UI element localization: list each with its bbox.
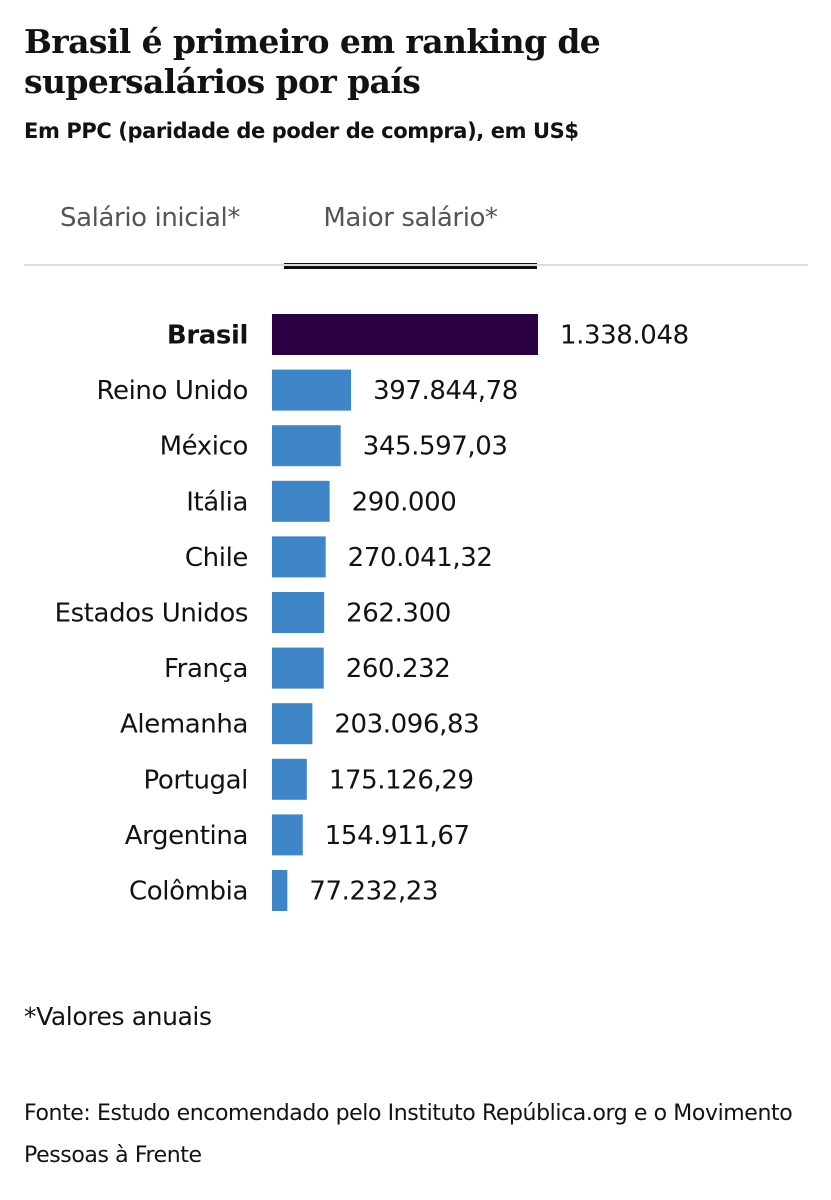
tab-bar: Salário inicial* Maior salário* [24,170,808,269]
value-label: 397.844,78 [373,376,518,406]
value-label: 1.338.048 [560,321,689,351]
bar [272,703,313,745]
bar [272,536,326,578]
value-label: 262.300 [346,599,451,629]
chart-title: Brasil é primeiro em ranking de supersal… [24,22,601,101]
bar [272,647,324,689]
bar [272,314,538,355]
value-label: 154.911,67 [325,821,470,851]
bar-chart: Brasil 1.338.048 Reino Unido 397.844,78 Méxi… [55,314,689,911]
value-label: 260.232 [346,654,451,684]
category-label: Brasil [167,321,248,351]
tab-divider [24,264,808,266]
category-label: França [164,654,248,684]
bar [272,814,303,856]
tab-maior-salario[interactable]: Maior salário* [284,170,537,269]
category-label: Chile [185,543,248,573]
tab-salario-inicial[interactable]: Salário inicial* [60,202,240,233]
category-label: Alemanha [120,710,248,740]
bar [272,758,307,800]
value-label: 290.000 [352,487,457,517]
category-label: Argentina [125,821,248,851]
category-label: Estados Unidos [55,599,248,629]
source-note: Fonte: Estudo encomendado pelo Instituto… [24,1101,793,1168]
category-label: Reino Unido [96,376,248,406]
bar [272,870,288,911]
footnote: *Valores anuais [24,1002,212,1031]
value-label: 345.597,03 [363,432,508,462]
bar [272,480,330,522]
category-label: Itália [186,487,248,517]
bar [272,425,341,467]
category-label: Portugal [144,765,248,795]
value-label: 175.126,29 [329,765,474,795]
bar [272,369,352,411]
value-label: 77.232,23 [309,877,438,907]
bar [272,592,325,633]
value-label: 203.096,83 [334,710,479,740]
category-label: México [160,432,248,462]
value-label: 270.041,32 [348,543,493,573]
chart-subtitle: Em PPC (paridade de poder de compra), em… [24,119,579,143]
category-label: Colômbia [129,877,248,907]
